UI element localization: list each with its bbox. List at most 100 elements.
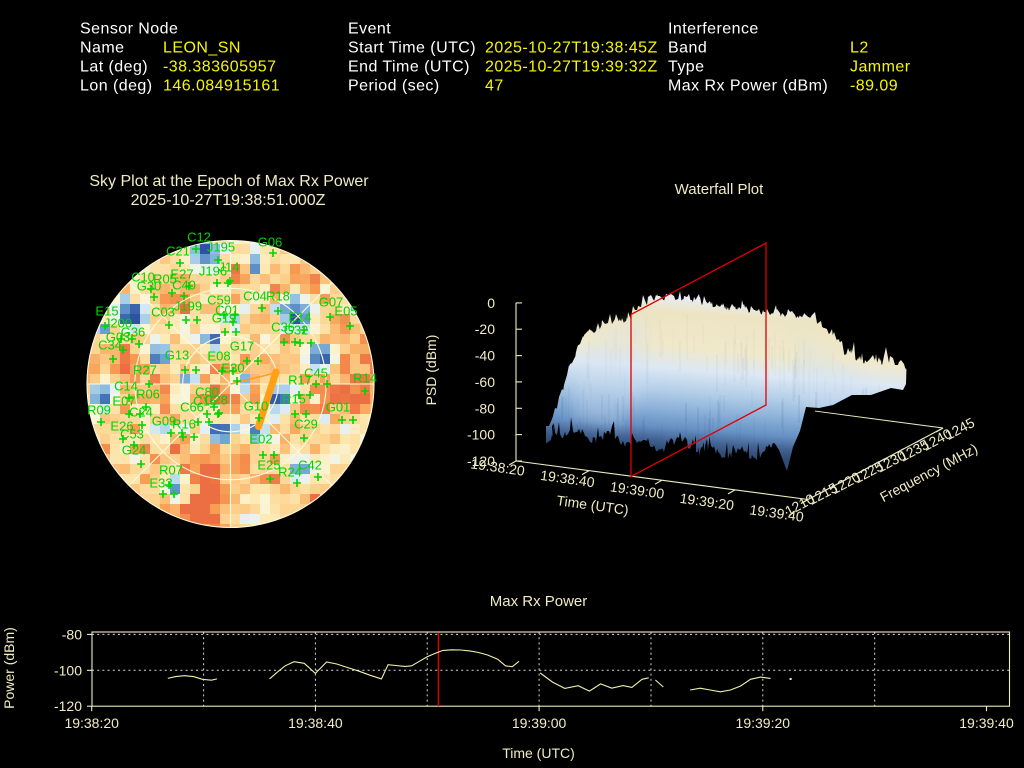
svg-text:0: 0 xyxy=(487,295,495,311)
svg-text:G03: G03 xyxy=(106,330,131,345)
svg-text:R24: R24 xyxy=(278,465,302,480)
svg-text:G06: G06 xyxy=(258,235,283,250)
svg-text:PSD (dBm): PSD (dBm) xyxy=(423,335,439,406)
svg-text:19:39:00: 19:39:00 xyxy=(609,478,665,501)
svg-text:R17: R17 xyxy=(288,373,312,388)
svg-text:C10: C10 xyxy=(131,270,155,285)
svg-text:C36: C36 xyxy=(271,320,295,335)
svg-text:G36: G36 xyxy=(121,325,146,340)
svg-text:Max Rx Power: Max Rx Power xyxy=(490,593,588,610)
svg-text:R27: R27 xyxy=(133,363,157,378)
svg-text:Interference: Interference xyxy=(668,21,759,38)
svg-text:Max Rx Power (dBm): Max Rx Power (dBm) xyxy=(668,78,828,95)
svg-text:R09: R09 xyxy=(87,403,111,418)
svg-text:E08: E08 xyxy=(207,349,230,364)
svg-text:Time (UTC): Time (UTC) xyxy=(502,745,575,761)
svg-text:C29: C29 xyxy=(294,417,318,432)
svg-text:C01: C01 xyxy=(215,303,239,318)
svg-text:-89.09: -89.09 xyxy=(850,78,898,95)
svg-text:19:38:40: 19:38:40 xyxy=(539,467,595,490)
svg-text:C53: C53 xyxy=(120,427,144,442)
svg-text:G09: G09 xyxy=(152,414,177,429)
svg-text:2025-10-27T19:38:45Z: 2025-10-27T19:38:45Z xyxy=(485,40,658,57)
svg-text:C66: C66 xyxy=(180,400,204,415)
svg-text:Lon (deg): Lon (deg) xyxy=(80,78,153,95)
svg-text:C16: C16 xyxy=(193,394,217,409)
svg-text:-120: -120 xyxy=(54,698,82,714)
svg-text:E14: E14 xyxy=(288,310,311,325)
svg-text:Sensor Node: Sensor Node xyxy=(80,21,178,38)
svg-text:19:38:20: 19:38:20 xyxy=(470,455,526,478)
svg-text:L2: L2 xyxy=(850,40,869,57)
svg-text:-80: -80 xyxy=(475,400,495,416)
svg-text:R06: R06 xyxy=(136,387,160,402)
svg-text:19:38:20: 19:38:20 xyxy=(64,715,119,731)
svg-text:G32: G32 xyxy=(284,323,309,338)
svg-text:J199: J199 xyxy=(174,299,202,314)
svg-text:C34: C34 xyxy=(98,338,122,353)
svg-text:C59: C59 xyxy=(207,293,231,308)
svg-text:R07: R07 xyxy=(159,463,183,478)
svg-text:Power (dBm): Power (dBm) xyxy=(1,627,17,709)
svg-text:J14: J14 xyxy=(219,260,240,275)
svg-text:C12: C12 xyxy=(187,230,211,245)
svg-text:G07: G07 xyxy=(319,295,344,310)
svg-text:C03: C03 xyxy=(151,305,175,320)
svg-text:Start Time (UTC): Start Time (UTC) xyxy=(348,40,476,57)
svg-text:19:39:20: 19:39:20 xyxy=(679,490,735,513)
svg-text:C04: C04 xyxy=(243,289,267,304)
svg-text:Type: Type xyxy=(668,59,705,76)
svg-text:C42: C42 xyxy=(298,458,322,473)
svg-text:47: 47 xyxy=(485,78,504,95)
svg-text:C80: C80 xyxy=(195,385,219,400)
svg-text:Name: Name xyxy=(80,40,124,57)
svg-text:-38.383605957: -38.383605957 xyxy=(163,59,277,76)
svg-text:R15: R15 xyxy=(282,392,306,407)
svg-text:Period (sec): Period (sec) xyxy=(348,78,440,95)
svg-text:E27: E27 xyxy=(170,267,193,282)
svg-text:C40: C40 xyxy=(172,278,196,293)
svg-text:Sky Plot at the Epoch of Max R: Sky Plot at the Epoch of Max Rx Power xyxy=(89,173,369,190)
svg-text:-100: -100 xyxy=(467,427,495,443)
svg-text:R16: R16 xyxy=(172,417,196,432)
svg-text:Band: Band xyxy=(668,40,707,57)
svg-text:LEON_SN: LEON_SN xyxy=(163,40,241,57)
svg-text:E33: E33 xyxy=(149,476,172,491)
svg-text:-40: -40 xyxy=(475,348,495,364)
svg-text:Event: Event xyxy=(348,21,391,38)
svg-text:J196: J196 xyxy=(199,264,227,279)
svg-text:Waterfall Plot: Waterfall Plot xyxy=(675,181,764,198)
svg-text:J195: J195 xyxy=(207,240,235,255)
svg-text:R05: R05 xyxy=(153,272,177,287)
svg-text:19:39:40: 19:39:40 xyxy=(749,501,805,524)
svg-text:C45: C45 xyxy=(304,366,328,381)
svg-text:E05: E05 xyxy=(334,304,357,319)
svg-text:19:38:40: 19:38:40 xyxy=(288,715,343,731)
svg-text:C28: C28 xyxy=(204,393,228,408)
svg-text:19:39:00: 19:39:00 xyxy=(512,715,567,731)
svg-text:-120: -120 xyxy=(467,453,495,469)
svg-text:C21: C21 xyxy=(166,244,190,259)
svg-text:Jammer: Jammer xyxy=(850,59,911,76)
svg-text:G10: G10 xyxy=(244,399,269,414)
svg-text:-20: -20 xyxy=(475,321,495,337)
svg-text:E26: E26 xyxy=(110,419,133,434)
svg-text:C24: C24 xyxy=(129,405,153,420)
svg-text:G17: G17 xyxy=(230,339,255,354)
svg-text:R14: R14 xyxy=(353,371,377,386)
svg-text:E02: E02 xyxy=(249,432,272,447)
svg-text:End Time (UTC): End Time (UTC) xyxy=(348,59,470,76)
svg-text:G24: G24 xyxy=(122,443,147,458)
svg-text:E15: E15 xyxy=(95,304,118,319)
svg-text:-60: -60 xyxy=(475,374,495,390)
svg-text:J200: J200 xyxy=(104,316,132,331)
svg-text:G13: G13 xyxy=(165,348,190,363)
svg-text:G30: G30 xyxy=(137,279,162,294)
svg-text:E25: E25 xyxy=(257,458,280,473)
svg-text:R18: R18 xyxy=(266,289,290,304)
svg-text:-100: -100 xyxy=(54,662,82,678)
svg-text:2025-10-27T19:39:32Z: 2025-10-27T19:39:32Z xyxy=(485,59,658,76)
svg-text:G01: G01 xyxy=(326,400,351,415)
svg-text:Lat (deg): Lat (deg) xyxy=(80,59,148,76)
svg-text:19:39:40: 19:39:40 xyxy=(959,715,1014,731)
